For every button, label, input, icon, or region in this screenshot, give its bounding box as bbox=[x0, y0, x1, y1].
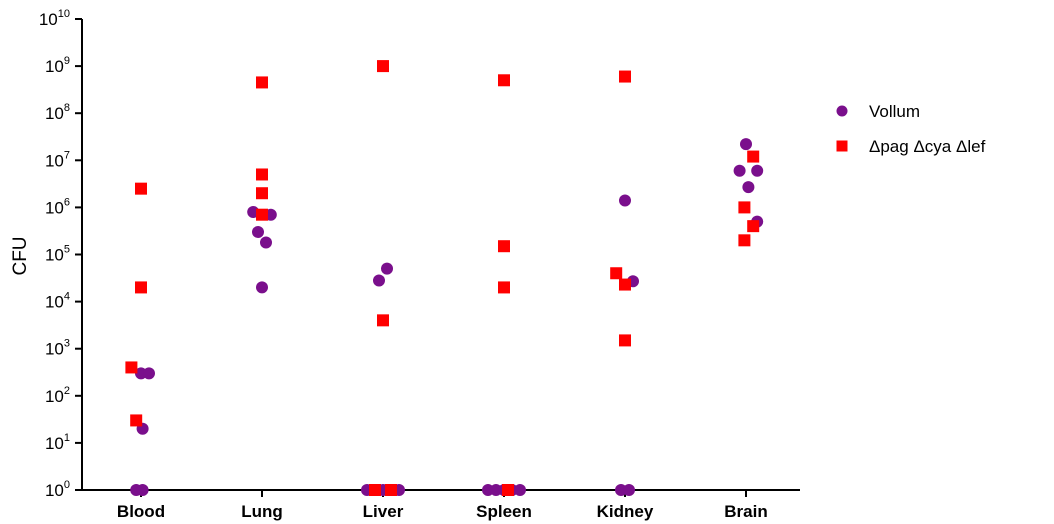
y-tick-label: 104 bbox=[45, 291, 70, 312]
x-tick-label-lung: Lung bbox=[241, 502, 283, 521]
y-axis-title: CFU bbox=[10, 236, 31, 275]
data-point-vollum bbox=[143, 367, 155, 380]
data-point-mutant bbox=[125, 361, 138, 374]
legend-label: Δpag Δcya Δlef bbox=[869, 137, 986, 156]
data-point-mutant bbox=[619, 278, 631, 291]
data-point-mutant bbox=[747, 150, 760, 163]
data-point-mutant bbox=[747, 220, 760, 233]
x-tick-label-spleen: Spleen bbox=[476, 502, 532, 521]
legend-marker-mutant bbox=[836, 140, 848, 152]
legend-marker-vollum bbox=[836, 105, 848, 117]
data-point-vollum bbox=[256, 281, 268, 294]
data-point-mutant bbox=[738, 201, 751, 214]
y-tick-label: 101 bbox=[45, 432, 70, 453]
x-tick-label-kidney: Kidney bbox=[597, 502, 654, 521]
data-point-vollum bbox=[623, 484, 635, 496]
data-point-mutant bbox=[385, 484, 397, 496]
data-point-mutant bbox=[498, 240, 510, 253]
data-point-vollum bbox=[514, 484, 526, 496]
data-points bbox=[125, 60, 764, 496]
x-tick-label-brain: Brain bbox=[724, 502, 767, 521]
legend-label: Vollum bbox=[869, 102, 920, 121]
data-point-mutant bbox=[130, 414, 143, 427]
x-tick-label-blood: Blood bbox=[117, 502, 165, 521]
data-point-vollum bbox=[260, 236, 272, 249]
x-axis-ticks: Blood Lung Liver Spleen Kidney Brain bbox=[117, 490, 768, 521]
data-point-vollum bbox=[252, 226, 264, 239]
data-point-vollum bbox=[751, 164, 764, 177]
data-point-mutant bbox=[498, 74, 510, 87]
y-tick-label: 105 bbox=[45, 244, 70, 265]
y-tick-label: 106 bbox=[45, 196, 70, 217]
y-tick-label: 107 bbox=[45, 149, 70, 170]
y-tick-label: 102 bbox=[45, 385, 70, 406]
data-point-vollum bbox=[373, 274, 385, 287]
data-point-mutant bbox=[619, 70, 631, 83]
data-point-mutant bbox=[502, 484, 514, 496]
data-point-mutant bbox=[377, 314, 389, 327]
legend: Vollum Δpag Δcya Δlef bbox=[836, 102, 986, 156]
data-point-mutant bbox=[377, 60, 389, 73]
data-point-mutant bbox=[738, 234, 751, 247]
axes bbox=[81, 19, 800, 491]
y-axis-ticks: 100 101 102 103 104 105 106 107 108 109 1010 bbox=[39, 8, 82, 500]
data-point-mutant bbox=[619, 334, 631, 347]
data-point-vollum bbox=[733, 164, 746, 177]
data-point-mutant bbox=[135, 281, 147, 294]
data-point-vollum bbox=[740, 138, 752, 151]
data-point-mutant bbox=[256, 208, 268, 221]
data-point-vollum bbox=[136, 484, 149, 496]
data-point-mutant bbox=[256, 187, 268, 200]
data-point-vollum bbox=[619, 194, 631, 207]
y-tick-label: 1010 bbox=[39, 8, 70, 29]
y-tick-label: 100 bbox=[45, 479, 70, 500]
y-tick-label: 109 bbox=[45, 55, 70, 76]
data-point-mutant bbox=[256, 76, 268, 89]
data-point-mutant bbox=[610, 267, 623, 280]
y-tick-label: 103 bbox=[45, 338, 70, 359]
data-point-vollum bbox=[742, 181, 755, 194]
y-tick-label: 108 bbox=[45, 102, 70, 123]
x-tick-label-liver: Liver bbox=[363, 502, 404, 521]
data-point-mutant bbox=[369, 484, 381, 496]
data-point-mutant bbox=[256, 168, 268, 181]
data-point-mutant bbox=[135, 182, 147, 195]
data-point-vollum bbox=[381, 262, 393, 275]
data-point-mutant bbox=[498, 281, 510, 294]
